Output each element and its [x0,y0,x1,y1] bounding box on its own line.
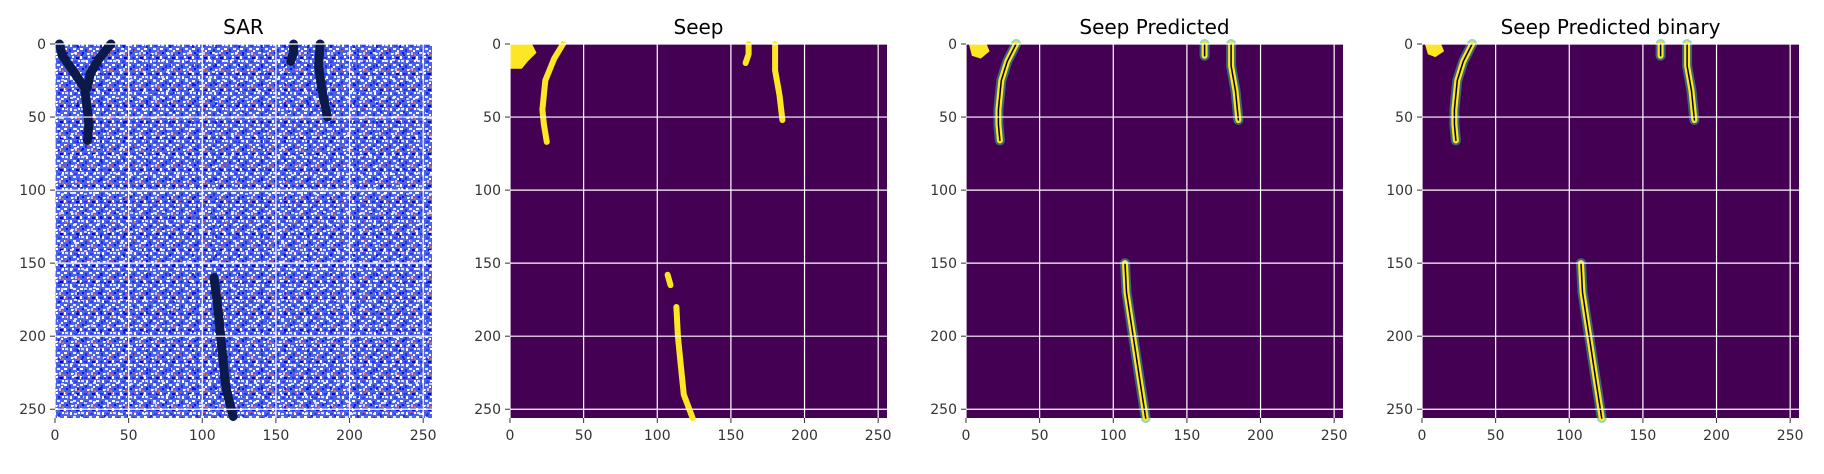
seep-top-right [772,41,786,123]
panel-title: Seep Predicted [1079,15,1229,39]
seep-top-left-streak [539,41,566,145]
x-tick-label: 0 [962,428,971,444]
panel-seep-predicted-binary: Seep Predicted binary 0 50 100 150 200 250 0 50 1… [1386,15,1803,444]
panel-title: Seep [674,15,724,39]
x-tick-label: 100 [189,428,216,444]
seep-top-left-fork [82,39,116,93]
x-tick-label: 150 [718,428,745,444]
axis-ticks: 0 50 100 150 200 250 0 50 100 150 200 250 [1386,37,1803,444]
axis-ticks: 0 50 100 150 200 250 0 50 100 150 200 250 [19,37,436,444]
y-tick-label: 100 [1386,183,1413,199]
axis-ticks: 0 50 100 150 200 250 0 50 100 150 200 250 [930,37,1347,444]
seep-contour-top-left-streak [1453,43,1473,142]
y-tick-label: 0 [1404,37,1413,53]
seep-top-left-blob [968,44,990,59]
x-tick-label: 200 [1247,428,1274,444]
x-tick-label: 200 [336,428,363,444]
y-tick-label: 150 [19,256,46,272]
y-tick-label: 50 [1395,110,1413,126]
x-tick-label: 200 [1703,428,1730,444]
x-tick-label: 150 [1630,428,1657,444]
x-tick-label: 250 [865,428,892,444]
seep-regions [54,39,332,421]
seep-contour-top-right [1686,43,1696,121]
x-tick-label: 50 [120,428,138,444]
x-tick-label: 50 [1487,428,1505,444]
y-tick-label: 200 [19,329,46,345]
y-tick-label: 200 [930,329,957,345]
x-tick-label: 250 [1777,428,1804,444]
grid-lines [965,43,1343,418]
x-tick-label: 0 [506,428,515,444]
y-tick-label: 100 [930,183,957,199]
panel-sar: SAR 0 50 100 150 200 250 0 50 100 150 200 250 [19,15,436,444]
x-tick-label: 200 [791,428,818,444]
grid-lines [509,43,887,418]
y-tick-label: 100 [474,183,501,199]
seep-contour-top-right [1230,43,1240,121]
grid-lines [54,43,432,418]
x-tick-label: 50 [575,428,593,444]
y-tick-label: 150 [1386,256,1413,272]
image-background [1422,44,1799,418]
y-tick-label: 150 [930,256,957,272]
grid-lines [1421,43,1799,418]
y-tick-label: 250 [474,402,501,418]
y-tick-label: 0 [37,37,46,53]
x-tick-label: 100 [644,428,671,444]
x-tick-label: 50 [1031,428,1049,444]
y-tick-label: 50 [28,110,46,126]
seep-contour-top-left-streak [997,43,1017,142]
seep-bottom-streak [673,304,696,421]
x-tick-label: 150 [1174,428,1201,444]
y-tick-label: 50 [483,110,501,126]
y-tick-label: 250 [930,402,957,418]
seep-regions [510,41,786,421]
panel-title: SAR [223,15,264,39]
y-tick-label: 0 [948,37,957,53]
x-tick-label: 0 [1418,428,1427,444]
y-tick-label: 250 [1386,402,1413,418]
seep-bottom-center [209,273,238,421]
x-tick-label: 100 [1100,428,1127,444]
y-tick-label: 200 [474,329,501,345]
seep-top-center [742,41,752,66]
seep-top-right [314,39,332,122]
image-noise-layer [55,44,432,418]
seep-top-center [286,39,299,66]
y-tick-label: 250 [19,402,46,418]
x-tick-label: 100 [1556,428,1583,444]
x-tick-label: 250 [410,428,437,444]
y-tick-label: 50 [939,110,957,126]
y-tick-label: 100 [19,183,46,199]
x-tick-label: 0 [51,428,60,444]
seep-bottom-left-dot [664,271,674,289]
y-tick-label: 150 [474,256,501,272]
axis-ticks: 0 50 100 150 200 250 0 50 100 150 200 250 [474,37,891,444]
panel-title: Seep Predicted binary [1501,15,1721,39]
y-tick-label: 0 [492,37,501,53]
x-tick-label: 250 [1321,428,1348,444]
image-background [510,44,887,418]
panel-seep-predicted: Seep Predicted 0 50 100 150 200 250 0 50 100 150 20… [930,15,1347,444]
image-background [966,44,1343,418]
panel-seep: Seep 0 50 100 150 200 250 0 50 100 150 200 250 [474,15,891,444]
y-tick-label: 200 [1386,329,1413,345]
seep-top-left-blob [510,44,537,69]
x-tick-label: 150 [263,428,290,444]
seep-top-left-blob [1424,44,1445,58]
